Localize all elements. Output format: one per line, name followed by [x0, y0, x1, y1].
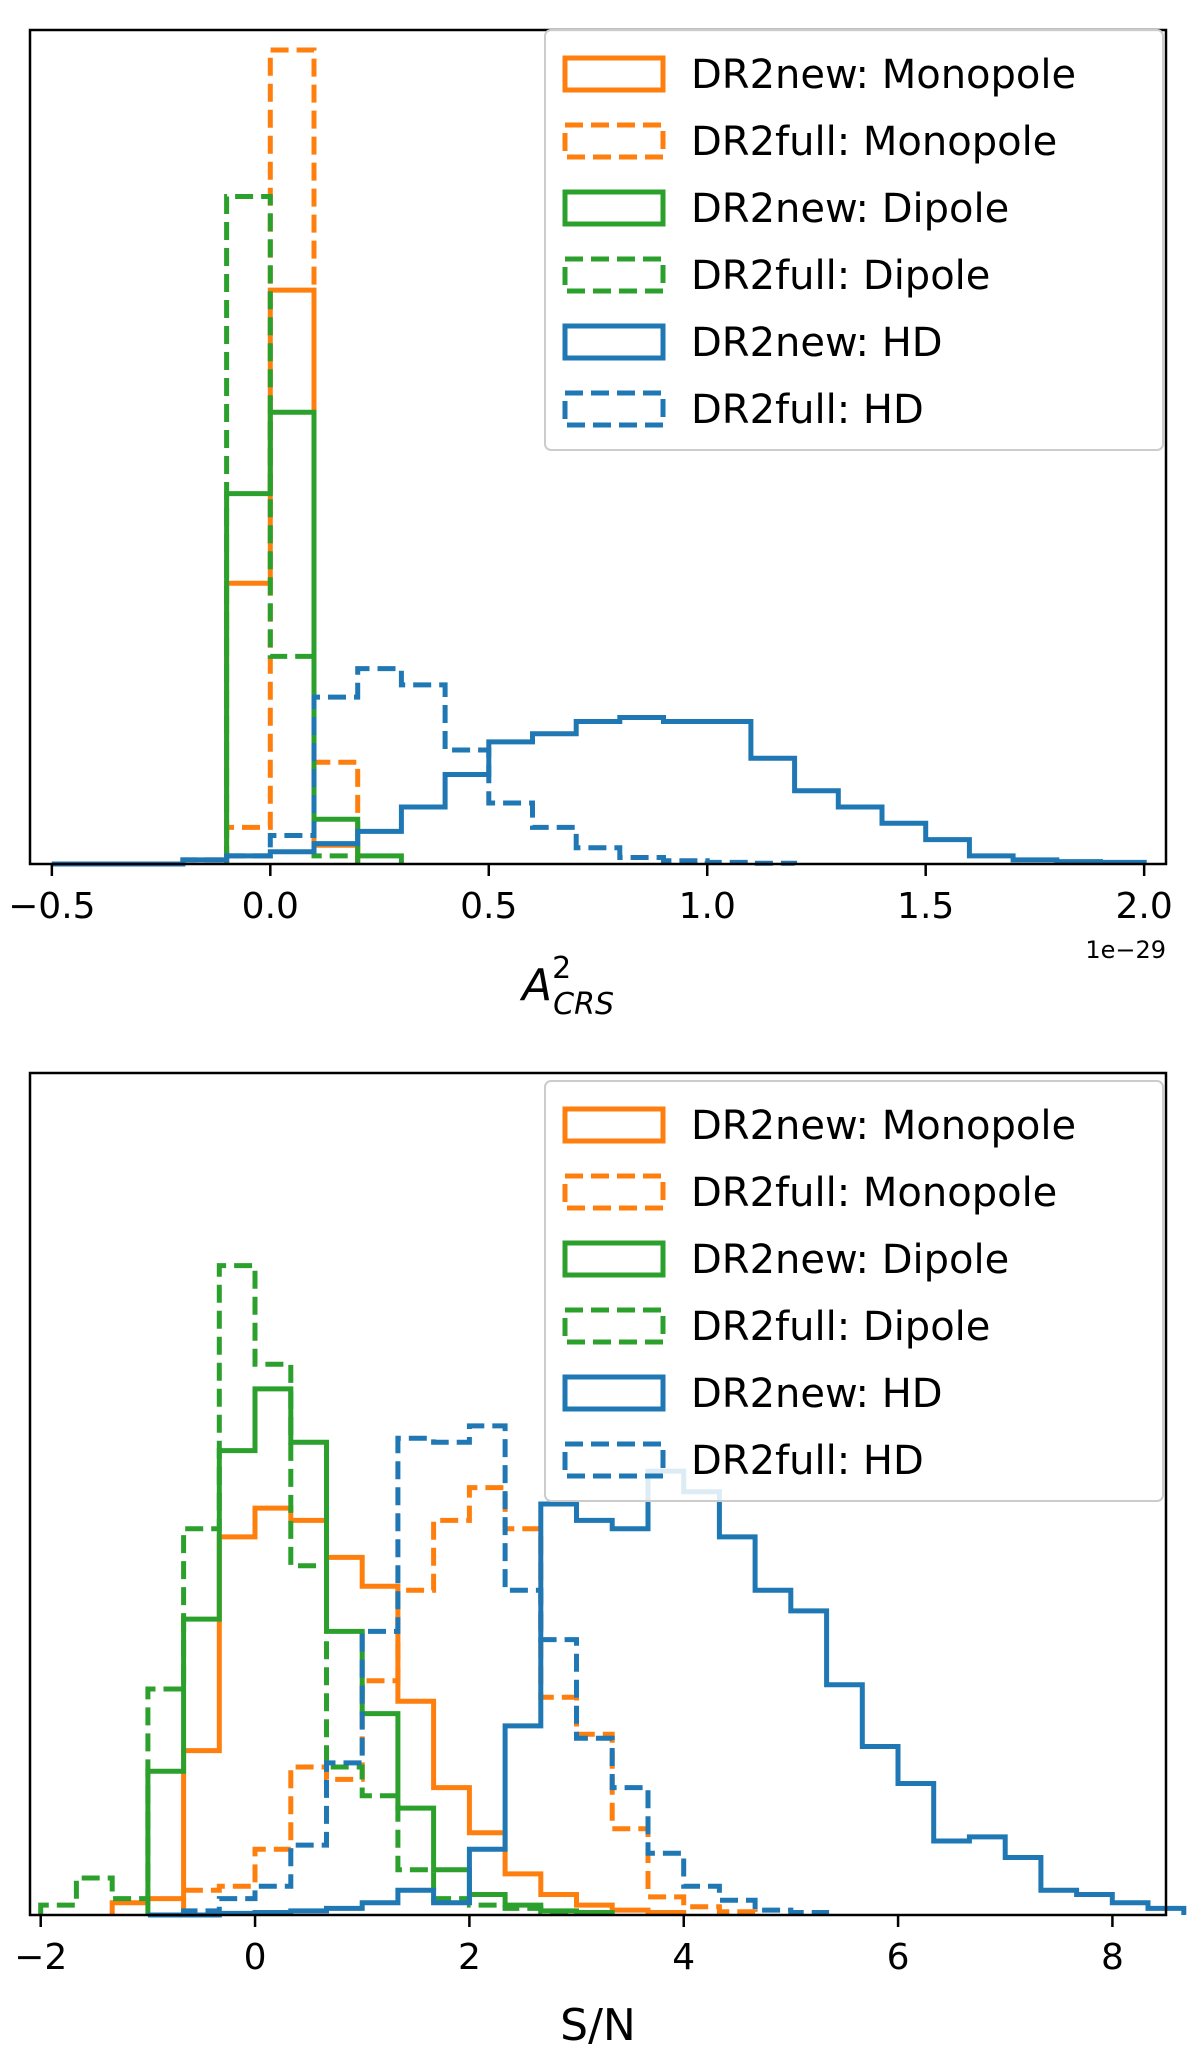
legend-swatch — [562, 1441, 666, 1479]
legend-item-dr2new-hd: DR2new: HD — [562, 320, 943, 366]
x-tick-label: 8 — [1101, 1937, 1124, 1978]
histogram-series-dr2full-monopole-dashed — [181, 1485, 758, 1915]
legend-item-dr2new-dipole: DR2new: Dipole — [562, 1237, 1009, 1283]
legend-swatch — [562, 323, 666, 361]
legend-label: DR2new: HD — [691, 1371, 943, 1417]
legend-swatch — [562, 390, 666, 428]
legend-item-dr2new-hd: DR2new: HD — [562, 1371, 943, 1417]
x-tick-label: 0.5 — [460, 886, 517, 927]
legend-label: DR2new: HD — [691, 320, 943, 366]
legend: DR2new: Monopole DR2full: Monopole DR2new:… — [544, 29, 1164, 451]
legend-swatch — [562, 1374, 666, 1412]
legend-swatch — [562, 1173, 666, 1211]
x-axis-offset-text: 1e−29 — [1085, 936, 1166, 964]
legend-label: DR2new: Dipole — [691, 186, 1009, 232]
legend-label: DR2full: Monopole — [691, 1170, 1057, 1216]
x-tick-label: −0.5 — [8, 886, 95, 927]
legend-item-dr2full-hd: DR2full: HD — [562, 1438, 924, 1484]
chart-panel-a-crs-squared: −0.5 0.0 0.5 1.0 1.5 2.0 A2 CRS 1e−29 DR2new: Mon… — [8, 28, 1173, 1022]
x-axis-label: A2 CRS — [519, 951, 614, 1022]
legend-item-dr2new-monopole: DR2new: Monopole — [562, 52, 1076, 98]
legend-label: DR2full: Dipole — [691, 253, 990, 299]
legend: DR2new: Monopole DR2full: Monopole DR2new:… — [544, 1080, 1164, 1502]
legend-label: DR2full: HD — [691, 387, 924, 433]
legend-label: DR2new: Monopole — [691, 52, 1076, 98]
legend-label: DR2new: Dipole — [691, 1237, 1009, 1283]
histogram-series-dr2full-hd-dashed — [180, 666, 798, 866]
legend-item-dr2new-monopole: DR2new: Monopole — [562, 1103, 1076, 1149]
x-axis-label: S/N — [560, 2000, 636, 2051]
histogram-series-dr2full-dipole-dashed — [224, 194, 361, 864]
legend-swatch — [562, 1240, 666, 1278]
legend-swatch — [562, 122, 666, 160]
legend-item-dr2full-dipole: DR2full: Dipole — [562, 253, 990, 299]
legend-item-dr2full-monopole: DR2full: Monopole — [562, 119, 1057, 165]
legend-box — [544, 29, 1164, 451]
x-tick-label: 0 — [244, 1937, 267, 1978]
histogram-series-dr2new-hd — [147, 1468, 1187, 1918]
legend-box — [544, 1080, 1164, 1502]
legend-swatch — [562, 189, 666, 227]
legend-item-dr2full-hd: DR2full: HD — [562, 387, 924, 433]
x-tick-label: 6 — [887, 1937, 910, 1978]
legend-item-dr2new-dipole: DR2new: Dipole — [562, 186, 1009, 232]
legend-swatch — [562, 1106, 666, 1144]
x-tick-label: −2 — [14, 1937, 67, 1978]
histogram-series-dr2new-dipole — [224, 409, 404, 864]
legend-label: DR2new: Monopole — [691, 1103, 1076, 1149]
x-tick-label: 0.0 — [242, 886, 299, 927]
x-tick-label: 1.0 — [679, 886, 736, 927]
legend-swatch — [562, 55, 666, 93]
histogram-series-dr2new-hd — [51, 715, 1147, 867]
x-tick-label: 1.5 — [897, 886, 954, 927]
x-tick-label: 2.0 — [1116, 886, 1173, 927]
legend-swatch — [562, 1307, 666, 1345]
x-tick-label: 2 — [458, 1937, 481, 1978]
histogram-series-dr2full-monopole-dashed — [224, 47, 361, 864]
legend-item-dr2full-monopole: DR2full: Monopole — [562, 1170, 1057, 1216]
legend-item-dr2full-dipole: DR2full: Dipole — [562, 1304, 990, 1350]
histogram-series-dr2new-monopole — [224, 287, 361, 864]
legend-label: DR2full: Dipole — [691, 1304, 990, 1350]
legend-swatch — [562, 256, 666, 294]
axes-frame — [28, 1071, 1168, 1917]
chart-panel-signal-to-noise: −2 0 2 4 6 8 S/N DR2new: Monopole DR2full: Monop… — [14, 1071, 1187, 2051]
histogram-series-dr2full-hd-dashed — [181, 1423, 830, 1915]
legend-label: DR2full: Monopole — [691, 119, 1057, 165]
x-tick-label: 4 — [672, 1937, 695, 1978]
histogram-series-dr2full-dipole-dashed — [38, 1263, 579, 1915]
legend-label: DR2full: HD — [691, 1438, 924, 1484]
